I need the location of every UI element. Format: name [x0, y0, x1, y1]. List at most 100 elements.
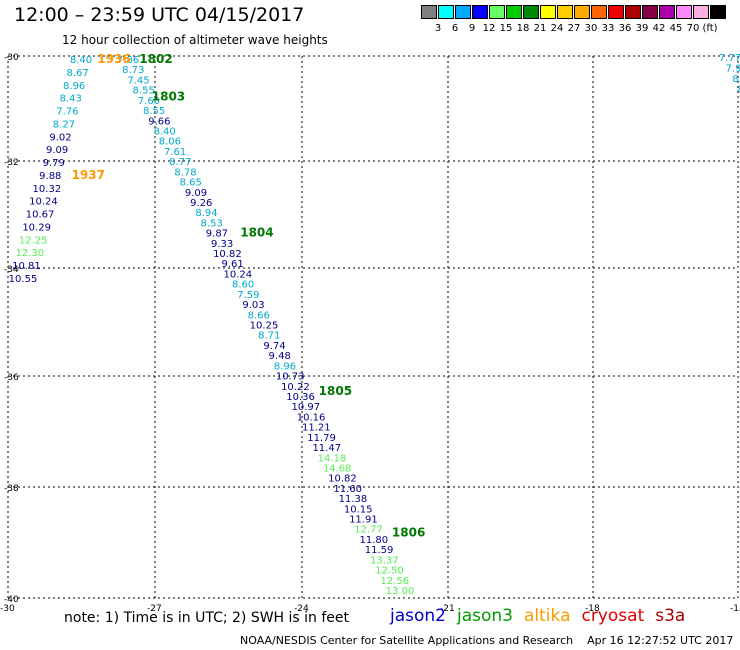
swh-value-label: 9.02	[49, 132, 71, 143]
satellite-legend-item: jason3	[457, 606, 513, 626]
colorbar-label: 9	[468, 23, 476, 34]
pass-time-label: 1802	[139, 52, 172, 66]
swh-value-label: 13.37	[370, 555, 399, 566]
x-tick-label: -21	[440, 604, 455, 614]
colorbar-swatch	[710, 5, 726, 19]
colorbar-swatch	[421, 5, 437, 19]
swh-value-label: 9.66	[148, 116, 170, 127]
swh-value-label: 13.00	[386, 586, 415, 597]
colorbar-swatch	[472, 5, 488, 19]
swh-value-label: 10.24	[224, 269, 253, 280]
swh-value-label: 11.80	[360, 535, 389, 546]
colorbar-swatch	[506, 5, 522, 19]
colorbar-label: 36	[618, 23, 632, 34]
satellite-legend-item: cryosat	[581, 606, 645, 626]
swh-value-label: 7.61	[164, 147, 186, 158]
colorbar-label: (ft)	[702, 23, 718, 34]
colorbar-label: 12	[482, 23, 496, 34]
y-tick-label: -34	[4, 265, 19, 275]
swh-value-label: 7.45	[127, 75, 149, 86]
swh-value-label: 8.77	[169, 157, 191, 168]
swh-value-label: 7.59	[237, 290, 259, 301]
colorbar-label: 70	[686, 23, 700, 34]
x-tick-label: -27	[147, 604, 162, 614]
swh-value-label: 8.78	[174, 167, 196, 178]
swh-value-label: 10.15	[344, 504, 373, 515]
pass-time-label: 1937	[72, 168, 105, 182]
swh-value-label: 12.50	[375, 566, 404, 577]
swh-value-label: 8.94	[195, 208, 217, 219]
swh-value-label: 8.55	[133, 86, 155, 97]
colorbar-swatch	[659, 5, 675, 19]
colorbar-label: 6	[451, 23, 459, 34]
swh-value-label: 7.9	[726, 64, 740, 75]
swh-value-label: 8.43	[60, 94, 82, 105]
swh-value-label: 10.25	[250, 321, 279, 332]
swh-value-label: 10.22	[281, 382, 310, 393]
colorbar-label: 24	[550, 23, 564, 34]
swh-value-label: 8	[737, 85, 740, 96]
swh-value-label: 10.82	[328, 474, 357, 485]
swh-value-label: 14.68	[323, 463, 352, 474]
swh-value-label: 10.36	[286, 392, 315, 403]
swh-value-label: 12.56	[380, 576, 409, 587]
swh-value-label: 12.30	[16, 248, 45, 259]
units-note: note: 1) Time is in UTC; 2) SWH is in fe…	[64, 610, 350, 626]
y-tick-label: -36	[4, 373, 19, 383]
satellite-legend-item: s3a	[655, 606, 686, 626]
swh-value-label: 10.24	[29, 197, 58, 208]
colorbar-label: 18	[516, 23, 530, 34]
swh-value-label: 8.71	[258, 331, 280, 342]
swh-value-label: 8.96	[63, 81, 85, 92]
pass-time-label: 1805	[319, 384, 352, 398]
swh-value-label: 10.16	[297, 412, 326, 423]
colorbar-swatch	[489, 5, 505, 19]
colorbar-label: 39	[635, 23, 649, 34]
colorbar-label: 45	[669, 23, 683, 34]
swh-value-label: 8.53	[201, 218, 223, 229]
swh-value-label: 11.21	[302, 423, 331, 434]
swh-value-label: 8.60	[232, 280, 254, 291]
pass-time-label: 1804	[240, 226, 273, 240]
swh-value-label: 12.77	[354, 525, 383, 536]
swh-value-label: 9.79	[43, 158, 65, 169]
swh-value-label: 10.32	[33, 184, 62, 195]
y-tick-label: -30	[4, 53, 19, 63]
colorbar-label: 21	[533, 23, 547, 34]
pass-time-label: 1936	[97, 52, 130, 66]
swh-value-label: 9.03	[242, 300, 264, 311]
colorbar-label: 33	[601, 23, 615, 34]
colorbar-label: 30	[584, 23, 598, 34]
swh-value-label: 9.26	[190, 198, 212, 209]
swh-value-label: 8.73	[122, 65, 144, 76]
swh-value-label: 8.27	[53, 119, 75, 130]
swh-value-label: 9.48	[269, 351, 291, 362]
swh-value-label: 10.97	[292, 402, 321, 413]
swh-value-label: 9.87	[206, 229, 228, 240]
credit-footer: NOAA/NESDIS Center for Satellite Applica…	[240, 634, 734, 647]
swh-value-label: 8.66	[248, 310, 270, 321]
swh-value-label: 10.67	[26, 210, 55, 221]
colorbar-label: 27	[567, 23, 581, 34]
swh-value-label: 8.40	[153, 126, 175, 137]
swh-value-label: 9.88	[39, 171, 61, 182]
y-tick-label: -32	[4, 158, 19, 168]
colorbar-swatch	[642, 5, 658, 19]
colorbar-swatch	[608, 5, 624, 19]
colorbar-swatch	[523, 5, 539, 19]
swh-value-label: 9.74	[263, 341, 285, 352]
x-tick-label: -15	[730, 604, 740, 614]
colorbar-swatch	[676, 5, 692, 19]
swh-value-label: 8.65	[180, 178, 202, 189]
pass-time-label: 1803	[152, 89, 185, 103]
swh-value-label: 7.86	[117, 55, 139, 66]
page-subtitle: 12 hour collection of altimeter wave hei…	[62, 33, 328, 47]
swh-value-label: 9.09	[46, 145, 68, 156]
x-tick-label: -30	[0, 604, 15, 614]
x-tick-label: -24	[294, 604, 309, 614]
swh-value-label: 14.18	[318, 453, 347, 464]
swh-value-label: 9.61	[221, 259, 243, 270]
swh-value-label: 12.25	[19, 235, 48, 246]
y-tick-label: -40	[4, 595, 19, 605]
